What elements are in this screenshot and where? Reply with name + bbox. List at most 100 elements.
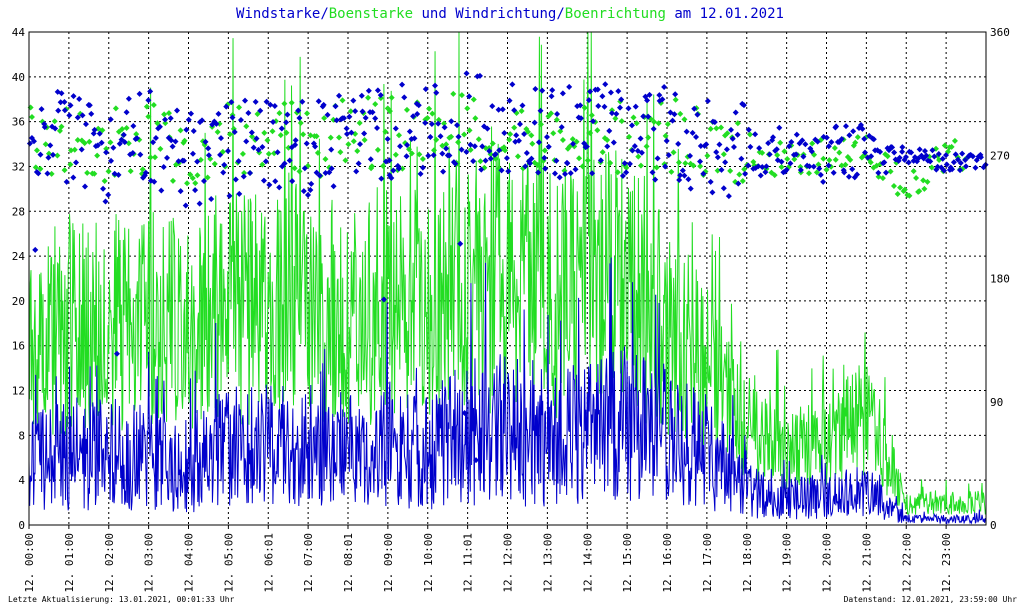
axes xyxy=(28,31,987,529)
x-tick-label: 12. 12:00 xyxy=(502,533,515,593)
gust-direction-point xyxy=(518,107,525,114)
gust-direction-point xyxy=(382,128,389,135)
x-tick-label: 12. 17:00 xyxy=(701,533,714,593)
wind-direction-point xyxy=(952,151,959,158)
wind-direction-point xyxy=(177,188,184,195)
wind-direction-point xyxy=(841,169,848,176)
gust-direction-point xyxy=(269,128,276,135)
wind-direction-point xyxy=(806,163,813,170)
wind-direction-point xyxy=(55,107,62,114)
wind-direction-point xyxy=(713,149,720,156)
wind-direction-point xyxy=(422,119,429,126)
wind-direction-point xyxy=(535,139,542,146)
wind-direction-point xyxy=(125,95,132,102)
x-tick-label: 12. 08:01 xyxy=(342,533,355,593)
wind-direction-point xyxy=(941,167,948,174)
wind-direction-point xyxy=(232,176,239,183)
wind-direction-point xyxy=(390,167,397,174)
wind-direction-point xyxy=(320,101,327,108)
wind-direction-point xyxy=(595,102,602,109)
gust-direction-point xyxy=(426,105,433,112)
gust-direction-point xyxy=(296,168,303,175)
wind-direction-point xyxy=(74,114,81,121)
wind-direction-point xyxy=(854,171,861,178)
wind-direction-point xyxy=(825,143,832,150)
y-left-tick-label: 24 xyxy=(12,250,26,263)
wind-direction-point xyxy=(763,163,770,170)
gust-direction-point xyxy=(239,150,246,157)
wind-direction-point xyxy=(613,110,620,117)
gust-direction-point xyxy=(101,178,108,185)
wind-direction-point xyxy=(205,145,212,152)
wind-direction-point xyxy=(778,158,785,165)
wind-direction-point xyxy=(257,107,264,114)
wind-direction-point xyxy=(130,122,137,129)
wind-direction-point xyxy=(929,147,936,154)
wind-direction-point xyxy=(921,147,928,154)
wind-direction-point xyxy=(704,97,711,104)
wind-direction-point xyxy=(419,164,426,171)
wind-direction-point xyxy=(120,131,127,138)
gust-direction-point xyxy=(805,170,812,177)
wind-direction-point xyxy=(372,115,379,122)
gust-direction-point xyxy=(307,132,314,139)
gust-direction-point xyxy=(951,137,958,144)
wind-direction-point xyxy=(26,140,33,147)
chart-title: Windstarke/Boenstarke und Windrichtung/B… xyxy=(236,6,784,22)
gust-direction-point xyxy=(372,101,379,108)
wind-direction-point xyxy=(585,97,592,104)
gust-direction-point xyxy=(548,110,555,117)
gust-direction-point xyxy=(145,113,152,120)
gust-direction-point xyxy=(313,133,320,140)
wind-direction-point xyxy=(541,154,548,161)
gust-direction-point xyxy=(361,137,368,144)
wind-direction-point xyxy=(846,132,853,139)
wind-direction-point xyxy=(745,126,752,133)
wind-direction-point xyxy=(94,142,101,149)
wind-direction-point xyxy=(422,86,429,93)
gust-direction-point xyxy=(71,146,78,153)
wind-direction-point xyxy=(466,93,473,100)
wind-direction-point xyxy=(150,139,157,146)
title-windstarke: Windstarke xyxy=(236,6,320,22)
wind-direction-point xyxy=(58,90,65,97)
x-tick-label: 12. 21:00 xyxy=(860,533,873,593)
gust-direction-point xyxy=(441,120,448,127)
gust-direction-point xyxy=(741,166,748,173)
wind-direction-point xyxy=(332,103,339,110)
gust-direction-point xyxy=(626,133,633,140)
gust-direction-point xyxy=(392,151,399,158)
wind-direction-point xyxy=(902,153,909,160)
gust-direction-point xyxy=(506,136,513,143)
gust-direction-point xyxy=(450,90,457,97)
gust-direction-point xyxy=(165,110,172,117)
gust-direction-point xyxy=(847,156,854,163)
x-tick-label: 12. 03:00 xyxy=(143,533,156,593)
gust-direction-point xyxy=(314,149,321,156)
wind-direction-point xyxy=(891,149,898,156)
wind-direction-point xyxy=(496,147,503,154)
wind-direction-point xyxy=(305,192,312,199)
y-right-tick-label: 270 xyxy=(990,149,1010,162)
gust-direction-point xyxy=(408,150,415,157)
wind-direction-point xyxy=(194,158,201,165)
wind-direction-point xyxy=(522,163,529,170)
wind-direction-point xyxy=(133,135,140,142)
wind-direction-point xyxy=(747,143,754,150)
wind-direction-point xyxy=(380,296,387,303)
wind-direction-point xyxy=(532,85,539,92)
wind-direction-point xyxy=(397,143,404,150)
wind-direction-point xyxy=(916,146,923,153)
wind-direction-point xyxy=(957,160,964,167)
gust-direction-point xyxy=(475,136,482,143)
wind-direction-point xyxy=(729,135,736,142)
gust-direction-point xyxy=(127,168,134,175)
gust-direction-point xyxy=(322,156,329,163)
wind-direction-point xyxy=(435,120,442,127)
wind-direction-point xyxy=(589,170,596,177)
gust-direction-point xyxy=(419,156,426,163)
gust-direction-point xyxy=(887,168,894,175)
wind-direction-point xyxy=(446,152,453,159)
x-tick-label: 12. 23:00 xyxy=(940,533,953,593)
